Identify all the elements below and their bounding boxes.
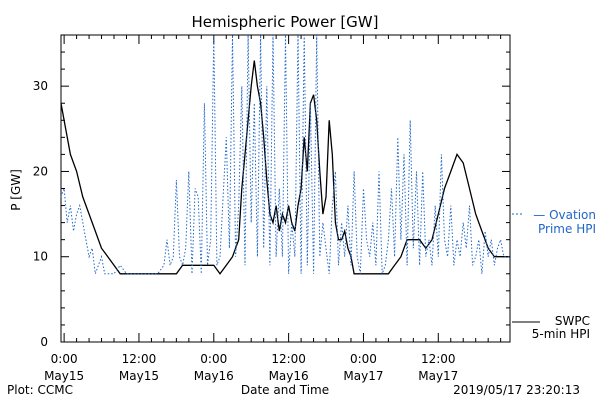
- x-tick-label-time: 12:00: [421, 352, 456, 366]
- x-tick-label-time: 0:00: [51, 352, 78, 366]
- x-tick-label-time: 12:00: [271, 352, 306, 366]
- x-tick-label-time: 12:00: [122, 352, 157, 366]
- y-tick-label: 30: [33, 79, 48, 93]
- swpc-hpi-line: [60, 60, 510, 275]
- x-axis-label: Date and Time: [241, 383, 329, 397]
- plot-credit: Plot: CCMC: [7, 383, 73, 397]
- legend-ovation-line2: Prime HPI: [538, 222, 596, 236]
- axes: 0 10 20 30 0:00 May15 12:00 May15 0:00 May16 12:00…: [33, 34, 540, 383]
- chart-title: Hemispheric Power [GW]: [192, 13, 379, 31]
- x-tick-label-date: May15: [119, 369, 159, 383]
- x-tick-label-date: May17: [418, 369, 458, 383]
- legend-ovation-line1: — Ovation: [533, 208, 596, 222]
- series-layer: [60, 34, 510, 275]
- x-tick-label-date: May16: [194, 369, 234, 383]
- x-tick-label-date: May16: [269, 369, 309, 383]
- x-tick-label-time: 0:00: [350, 352, 377, 366]
- y-tick-label: 10: [33, 250, 48, 264]
- y-tick-label: 20: [33, 164, 48, 178]
- y-axis-label: P [GW]: [9, 169, 23, 211]
- plot-timestamp: 2019/05/17 23:20:13: [453, 383, 580, 397]
- ovation-hpi-line: [60, 34, 510, 275]
- legend-swpc-line2: 5-min HPI: [532, 327, 590, 341]
- x-tick-label-time: 0:00: [200, 352, 227, 366]
- legend-swpc-line1: SWPC: [555, 314, 590, 328]
- x-tick-label-date: May17: [343, 369, 383, 383]
- x-tick-label-date: May15: [44, 369, 84, 383]
- y-tick-label: 0: [40, 335, 48, 349]
